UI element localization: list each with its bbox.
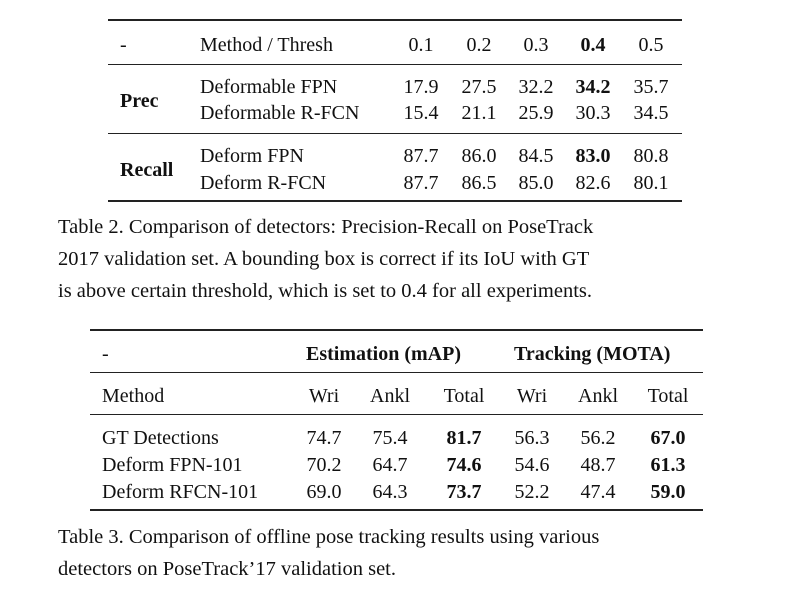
caption-line: Table 2. Comparison of detectors: Precis… bbox=[58, 216, 594, 238]
table3-cell: 59.0 bbox=[650, 481, 686, 503]
table3-cell: 54.6 bbox=[514, 454, 550, 476]
table3-cell: 70.2 bbox=[306, 454, 342, 476]
table3-top-rule bbox=[90, 329, 703, 331]
table3-bottom-rule bbox=[90, 509, 703, 511]
table3-cell: 73.7 bbox=[446, 481, 482, 503]
table2-cell: 34.5 bbox=[633, 102, 669, 124]
table2-group-label: Recall bbox=[120, 159, 174, 181]
table2-row-method: Deform R-FCN bbox=[200, 172, 327, 194]
table3-header-estimation: Estimation (mAP) bbox=[306, 343, 461, 365]
table3-cell: 64.7 bbox=[372, 454, 408, 476]
table2-cell: 15.4 bbox=[403, 102, 439, 124]
table2-cell: 32.2 bbox=[518, 76, 554, 98]
caption-line: Table 3. Comparison of offline pose trac… bbox=[58, 526, 600, 548]
table3-cell: 61.3 bbox=[650, 454, 686, 476]
table3-cell: 47.4 bbox=[580, 481, 616, 503]
table3-cell: 52.2 bbox=[514, 481, 550, 503]
table2-cell: 35.7 bbox=[633, 76, 669, 98]
caption-line: detectors on PoseTrack’17 validation set… bbox=[58, 558, 396, 580]
table3-cell: 67.0 bbox=[650, 427, 686, 449]
table2-cell: 30.3 bbox=[575, 102, 611, 124]
table3-cell: 74.7 bbox=[306, 427, 342, 449]
table3-cell: 56.2 bbox=[580, 427, 616, 449]
table2-bottom-rule bbox=[108, 200, 682, 202]
table3-caption: Table 3. Comparison of offline pose trac… bbox=[58, 521, 599, 585]
table2-cell: 87.7 bbox=[403, 172, 439, 194]
table2-header-thresh: 0.3 bbox=[523, 34, 549, 56]
table2-cell: 21.1 bbox=[461, 102, 497, 124]
table3-row-method: Deform RFCN-101 bbox=[102, 481, 259, 503]
table3-subheader-col: Ankl bbox=[370, 385, 410, 407]
table2-header-thresh: 0.5 bbox=[638, 34, 664, 56]
table3-cell: 56.3 bbox=[514, 427, 550, 449]
table3-row-method: Deform FPN-101 bbox=[102, 454, 243, 476]
table2-cell: 34.2 bbox=[575, 76, 611, 98]
caption-line: 2017 validation set. A bounding box is c… bbox=[58, 248, 590, 270]
table2-header-dash: - bbox=[120, 34, 127, 56]
table3-header-rule bbox=[90, 372, 703, 373]
table2-cell: 80.8 bbox=[633, 145, 669, 167]
table2-cell: 80.1 bbox=[633, 172, 669, 194]
table3-subheader-col: Wri bbox=[308, 385, 340, 407]
table2-row-method: Deformable R-FCN bbox=[200, 102, 360, 124]
table2-group-label: Prec bbox=[120, 90, 159, 112]
table3-cell: 69.0 bbox=[306, 481, 342, 503]
table2-header-rule bbox=[108, 64, 682, 65]
table3-cell: 64.3 bbox=[372, 481, 408, 503]
table2-cell: 83.0 bbox=[575, 145, 611, 167]
table2-cell: 27.5 bbox=[461, 76, 497, 98]
table2-top-rule bbox=[108, 19, 682, 21]
table2-cell: 87.7 bbox=[403, 145, 439, 167]
table2-cell: 84.5 bbox=[518, 145, 554, 167]
table2-cell: 85.0 bbox=[518, 172, 554, 194]
table2-header-thresh: 0.1 bbox=[408, 34, 434, 56]
table2-group-rule bbox=[108, 133, 682, 134]
table3-subheader-col: Total bbox=[443, 385, 485, 407]
table3-subheader-rule bbox=[90, 414, 703, 415]
table2-row-method: Deformable FPN bbox=[200, 76, 338, 98]
table3-subheader-col: Total bbox=[647, 385, 689, 407]
table3-cell: 81.7 bbox=[446, 427, 482, 449]
table2-header-method: Method / Thresh bbox=[200, 34, 333, 56]
table2-caption: Table 2. Comparison of detectors: Precis… bbox=[58, 211, 593, 307]
table3-subheader-method: Method bbox=[102, 385, 165, 407]
table2-cell: 17.9 bbox=[403, 76, 439, 98]
caption-line: is above certain threshold, which is set… bbox=[58, 280, 593, 302]
table2-cell: 25.9 bbox=[518, 102, 554, 124]
table3-subheader-col: Ankl bbox=[578, 385, 618, 407]
table3-subheader-col: Wri bbox=[516, 385, 548, 407]
table3-header-dash: - bbox=[102, 343, 109, 365]
table3-cell: 74.6 bbox=[446, 454, 482, 476]
table3-cell: 75.4 bbox=[372, 427, 408, 449]
table2-header-thresh: 0.2 bbox=[466, 34, 492, 56]
table2-cell: 86.0 bbox=[461, 145, 497, 167]
table3-row-method: GT Detections bbox=[102, 427, 219, 449]
table2-header-thresh: 0.4 bbox=[580, 34, 606, 56]
table2-cell: 86.5 bbox=[461, 172, 497, 194]
table2-row-method: Deform FPN bbox=[200, 145, 304, 167]
table3-cell: 48.7 bbox=[580, 454, 616, 476]
table2-cell: 82.6 bbox=[575, 172, 611, 194]
table3-header-tracking: Tracking (MOTA) bbox=[514, 343, 671, 365]
